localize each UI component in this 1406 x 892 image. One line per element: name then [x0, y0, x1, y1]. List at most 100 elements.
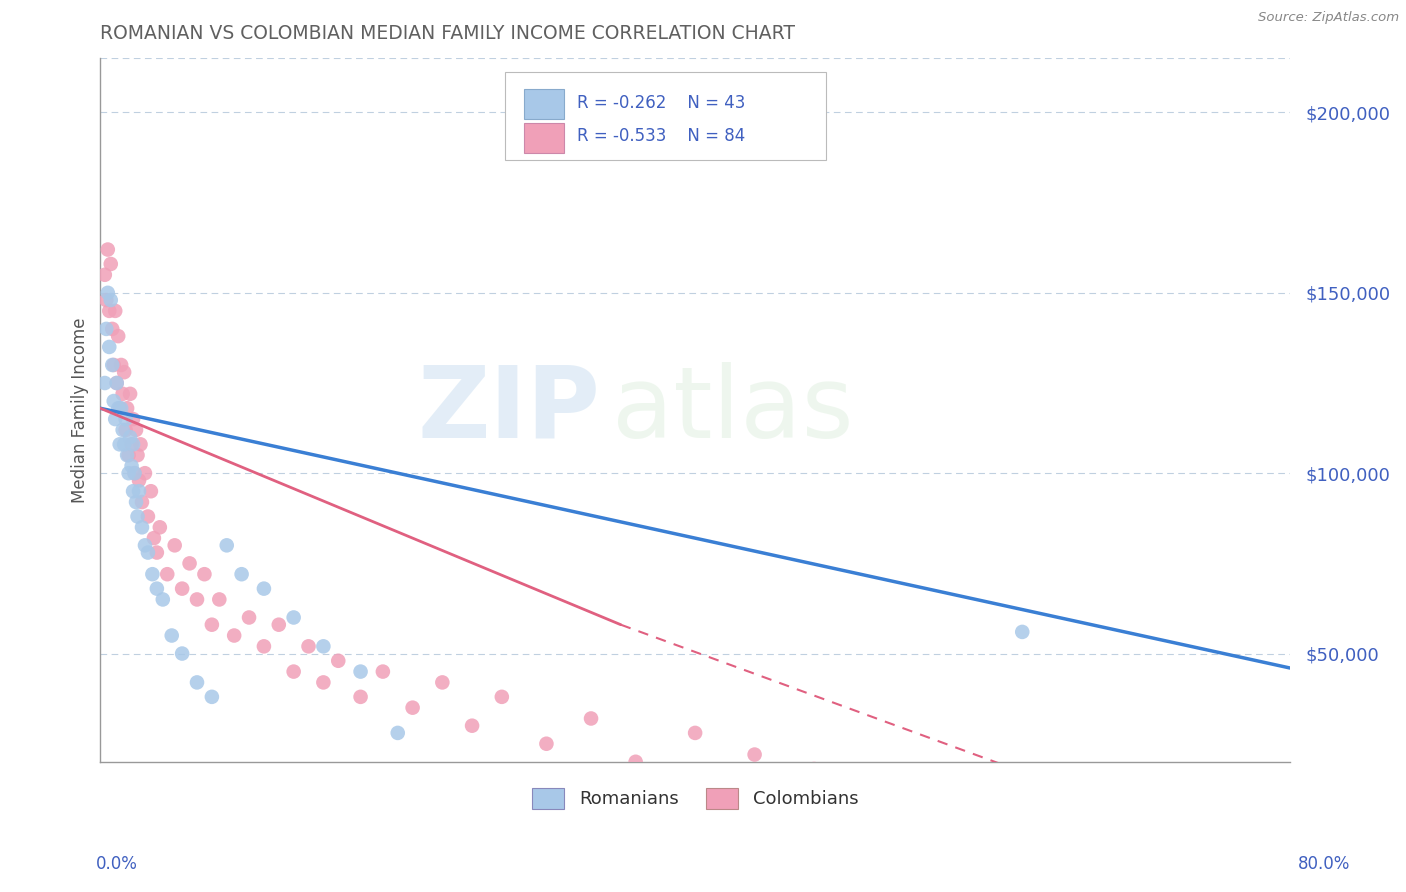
Point: [1277, 823, 1299, 838]
Point: [297, 640, 319, 654]
FancyBboxPatch shape: [505, 72, 825, 161]
Point: [744, 747, 766, 762]
Point: [208, 592, 231, 607]
Point: [110, 401, 132, 416]
Point: [103, 394, 125, 409]
Point: [1011, 816, 1033, 830]
Point: [152, 592, 174, 607]
Point: [312, 675, 335, 690]
Point: [186, 675, 208, 690]
Point: [94, 376, 117, 390]
Point: [97, 243, 120, 257]
Point: [773, 790, 796, 805]
Point: [108, 401, 131, 416]
Point: [146, 545, 169, 559]
Point: [387, 726, 409, 740]
Point: [124, 466, 146, 480]
Point: [120, 430, 142, 444]
Point: [1278, 823, 1301, 838]
Point: [491, 690, 513, 704]
Point: [1101, 820, 1123, 834]
Point: [139, 484, 162, 499]
Point: [349, 665, 371, 679]
Point: [111, 387, 134, 401]
Point: [172, 582, 194, 596]
Point: [94, 268, 117, 282]
Point: [114, 412, 136, 426]
Point: [238, 610, 260, 624]
Point: [100, 257, 122, 271]
Point: [127, 448, 149, 462]
Point: [125, 423, 148, 437]
Point: [104, 412, 127, 426]
Point: [115, 448, 138, 462]
Point: [114, 423, 136, 437]
Point: [146, 582, 169, 596]
Point: [349, 690, 371, 704]
Point: [832, 798, 855, 813]
Point: [98, 304, 121, 318]
Point: [122, 437, 145, 451]
Point: [803, 762, 825, 776]
Point: [107, 329, 129, 343]
Point: [312, 640, 335, 654]
Point: [134, 466, 156, 480]
Point: [131, 520, 153, 534]
Point: [224, 628, 246, 642]
Text: ZIP: ZIP: [418, 361, 600, 458]
Point: [104, 304, 127, 318]
Point: [1160, 823, 1182, 838]
Point: [1277, 823, 1299, 838]
Text: 0.0%: 0.0%: [96, 855, 138, 872]
FancyBboxPatch shape: [524, 123, 564, 153]
Point: [98, 340, 121, 354]
Point: [117, 466, 139, 480]
Y-axis label: Median Family Income: Median Family Income: [72, 318, 89, 503]
Point: [877, 783, 900, 797]
Point: [156, 567, 179, 582]
Point: [714, 772, 737, 787]
Point: [101, 358, 124, 372]
Point: [136, 545, 159, 559]
Point: [1189, 813, 1212, 827]
Point: [112, 365, 135, 379]
Point: [121, 437, 143, 451]
Point: [1264, 823, 1286, 838]
Point: [136, 509, 159, 524]
Point: [1056, 798, 1078, 813]
Point: [120, 387, 142, 401]
Point: [186, 592, 208, 607]
Point: [401, 700, 423, 714]
Point: [579, 711, 602, 725]
Point: [461, 719, 484, 733]
Point: [127, 509, 149, 524]
Point: [103, 358, 125, 372]
Point: [215, 538, 238, 552]
Point: [112, 437, 135, 451]
Point: [124, 466, 146, 480]
Point: [1219, 823, 1241, 838]
Point: [111, 423, 134, 437]
Point: [172, 647, 194, 661]
Point: [1278, 823, 1301, 838]
Point: [1249, 816, 1271, 830]
Text: ROMANIAN VS COLOMBIAN MEDIAN FAMILY INCOME CORRELATION CHART: ROMANIAN VS COLOMBIAN MEDIAN FAMILY INCO…: [100, 24, 796, 43]
Point: [253, 582, 276, 596]
Point: [231, 567, 253, 582]
Point: [100, 293, 122, 307]
Point: [128, 474, 150, 488]
Text: Source: ZipAtlas.com: Source: ZipAtlas.com: [1258, 11, 1399, 24]
Point: [371, 665, 394, 679]
Point: [1011, 624, 1033, 639]
Point: [1130, 805, 1153, 820]
Point: [141, 567, 163, 582]
Legend: Romanians, Colombians: Romanians, Colombians: [524, 780, 866, 816]
Point: [201, 617, 224, 632]
Point: [96, 293, 118, 307]
Point: [107, 401, 129, 416]
Point: [122, 412, 145, 426]
Point: [96, 322, 118, 336]
Point: [149, 520, 172, 534]
Point: [160, 628, 183, 642]
Point: [125, 495, 148, 509]
